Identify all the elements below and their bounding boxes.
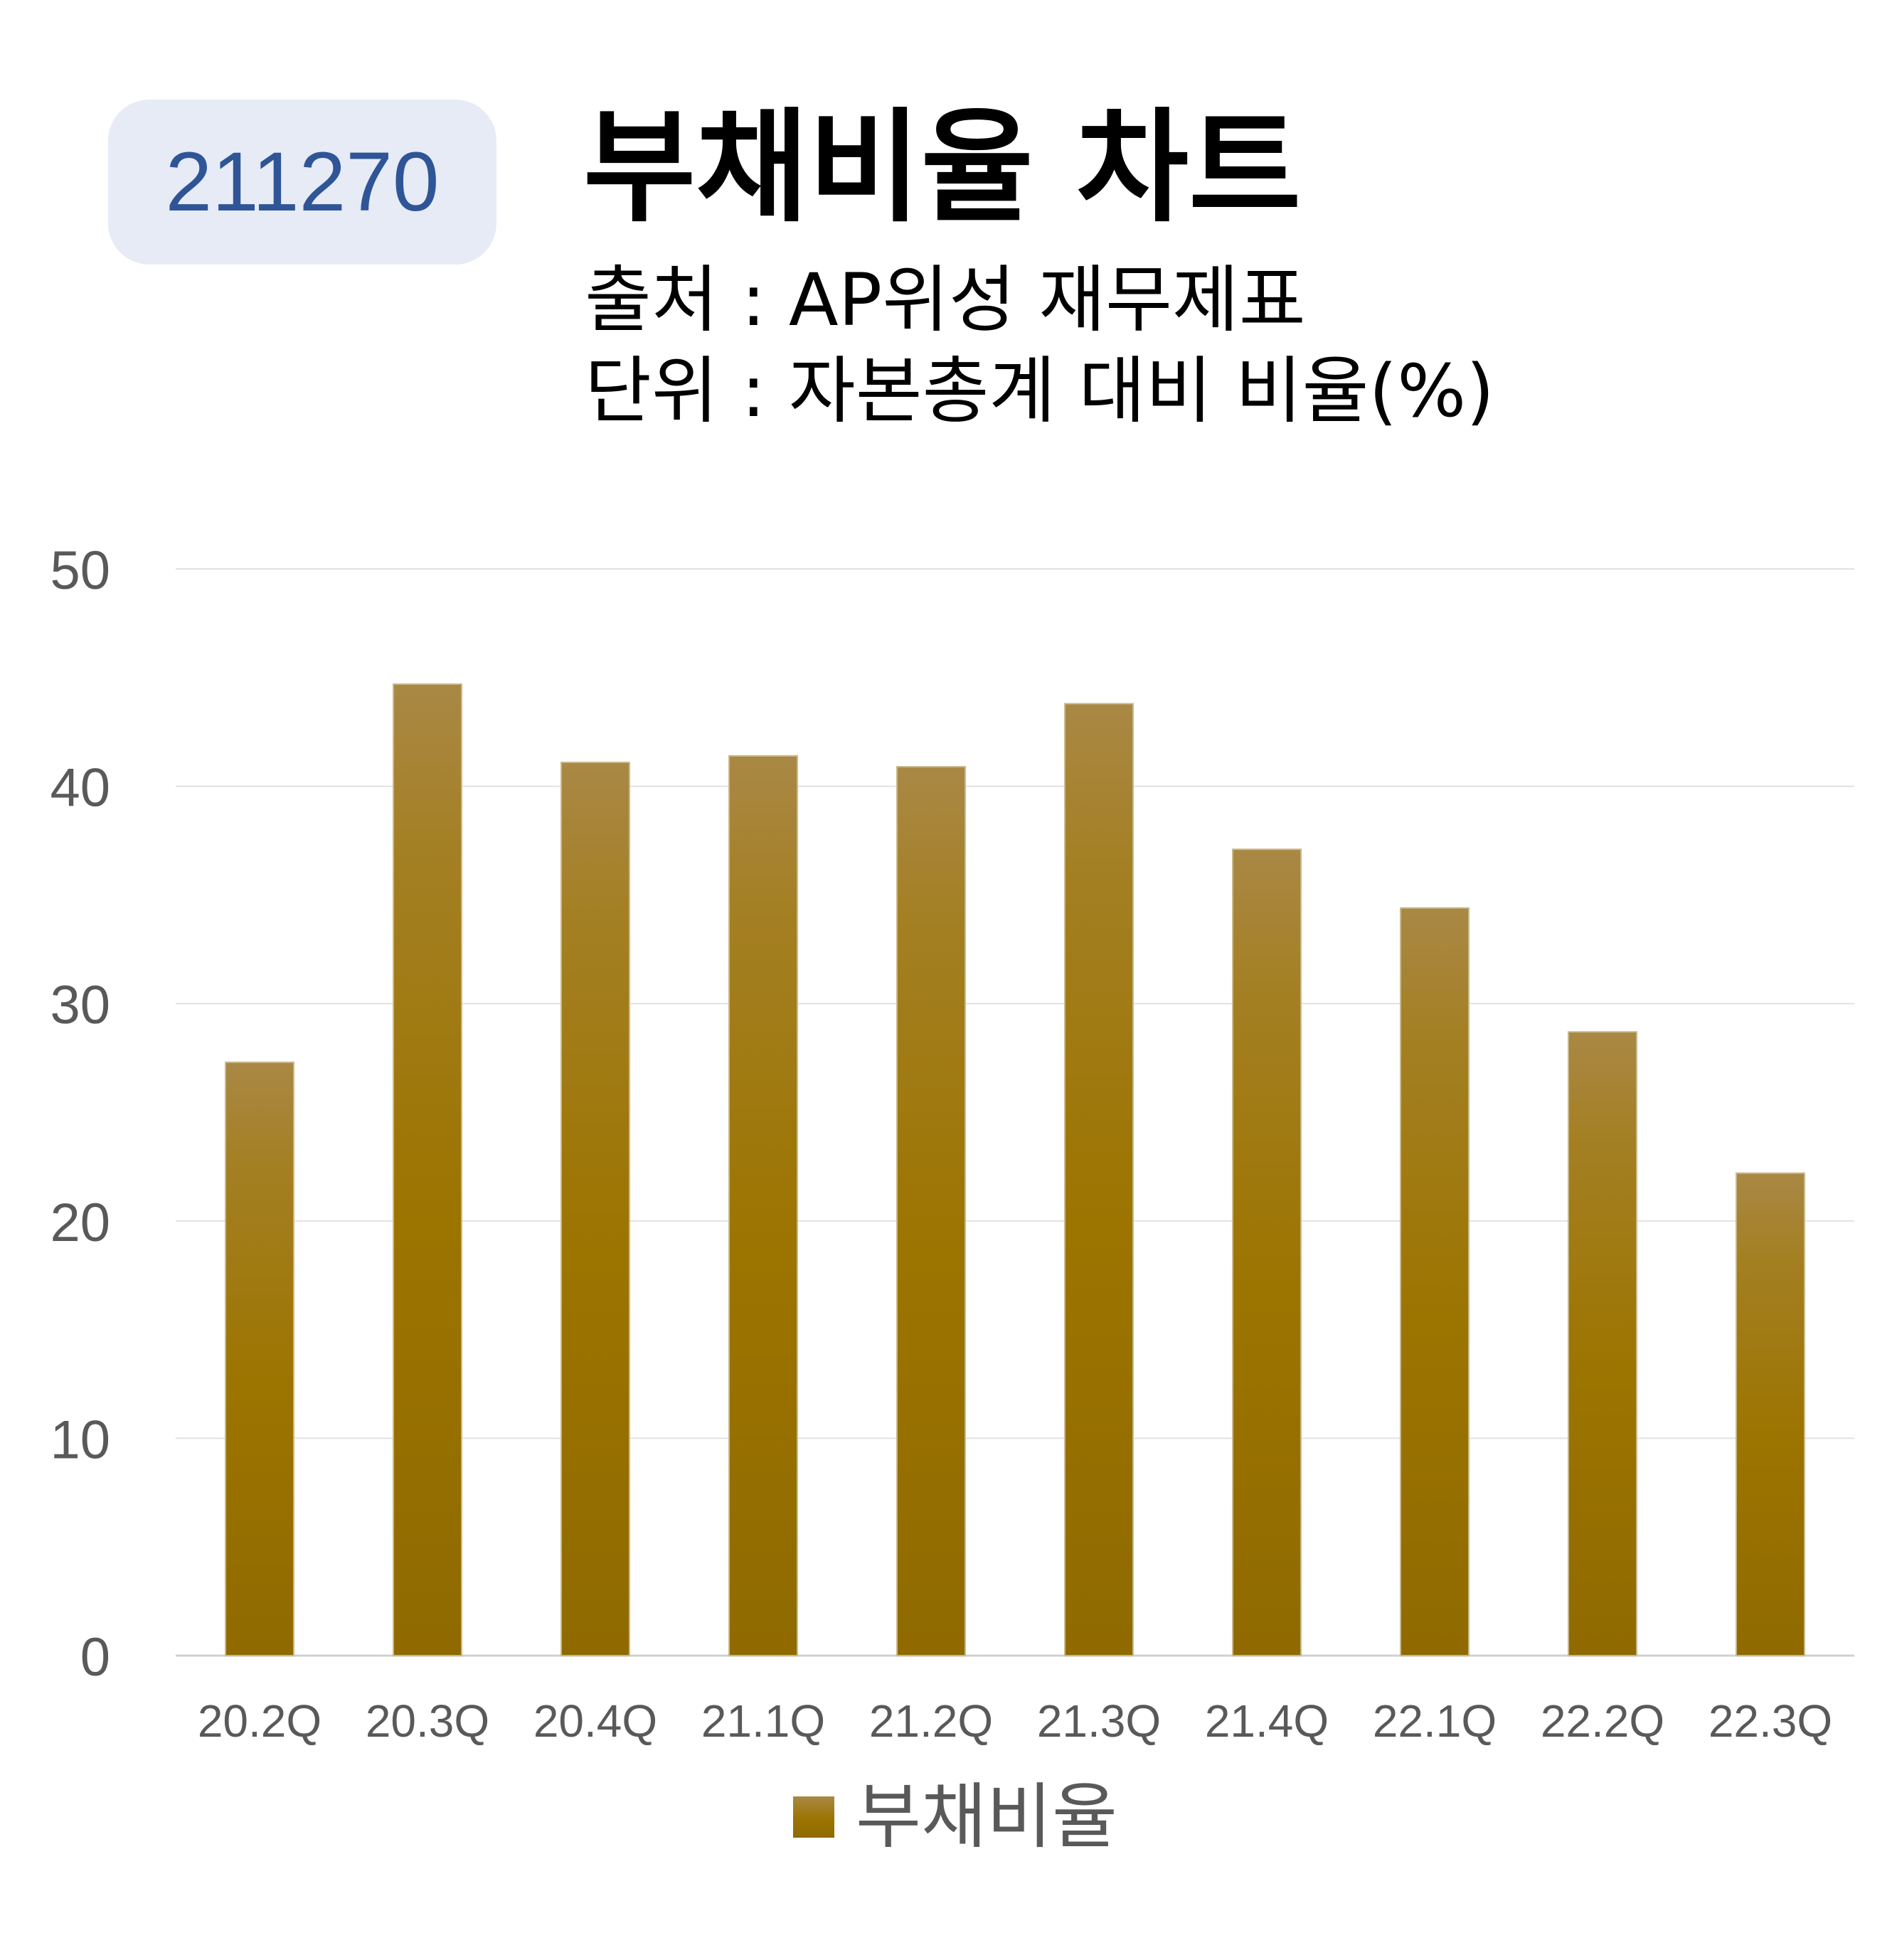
legend-swatch: [793, 1796, 834, 1838]
stock-code-badge: 211270: [108, 100, 496, 265]
x-tick-label: 21.2Q: [869, 1695, 993, 1747]
bar: [1736, 1172, 1805, 1656]
y-tick-label: 50: [50, 540, 110, 601]
x-tick-label: 20.4Q: [533, 1695, 657, 1747]
x-tick-label: 22.1Q: [1373, 1695, 1497, 1747]
x-tick-label: 20.3Q: [366, 1695, 489, 1747]
y-tick-label: 20: [50, 1193, 110, 1253]
chart-title: 부채비율 차트: [583, 96, 1302, 239]
source-note: 출처 : AP위성 재무제표: [585, 258, 1306, 343]
bar: [896, 766, 966, 1656]
x-axis: 20.2Q 20.3Q 20.4Q 21.1Q 21.2Q 21.3Q 21.4Q 22.1Q…: [198, 1695, 1832, 1747]
x-tick-label: 21.4Q: [1205, 1695, 1329, 1747]
x-tick-label: 20.2Q: [198, 1695, 322, 1747]
bar: [1400, 907, 1470, 1656]
x-tick-label: 21.1Q: [701, 1695, 825, 1747]
bar: [728, 755, 798, 1656]
y-tick-label: 40: [50, 758, 110, 819]
legend-label: 부채비율: [856, 1775, 1117, 1858]
unit-note: 단위 : 자본총계 대비 비율(%): [585, 349, 1494, 434]
y-axis: 0 10 20 30 40 50: [50, 540, 110, 1688]
y-tick-label: 0: [80, 1627, 110, 1688]
bar-series: [225, 683, 1805, 1657]
bar: [1064, 703, 1134, 1656]
bar: [225, 1061, 294, 1657]
y-tick-label: 30: [50, 975, 110, 1035]
bar: [1568, 1030, 1637, 1656]
bar: [560, 761, 630, 1656]
x-tick-label: 21.3Q: [1037, 1695, 1161, 1747]
bar: [1232, 848, 1302, 1656]
bar: [393, 683, 462, 1656]
y-tick-label: 10: [50, 1410, 110, 1470]
legend: 부채비율: [793, 1778, 1117, 1856]
x-tick-label: 22.3Q: [1709, 1695, 1832, 1747]
x-tick-label: 22.2Q: [1541, 1695, 1664, 1747]
